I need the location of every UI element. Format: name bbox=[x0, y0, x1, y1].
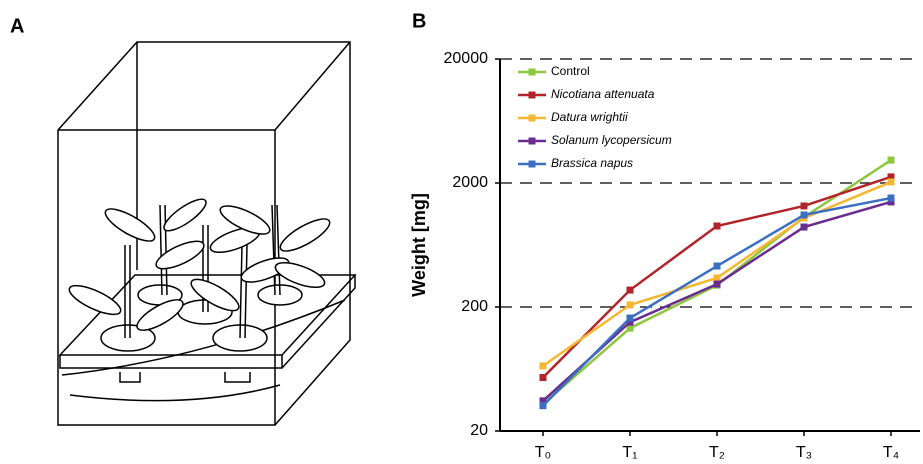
point bbox=[887, 156, 895, 164]
legend-label: Control bbox=[551, 64, 590, 78]
x-tick-label: T₀ bbox=[535, 444, 551, 461]
point bbox=[887, 173, 895, 181]
point bbox=[887, 178, 895, 186]
point bbox=[626, 286, 634, 294]
point bbox=[713, 280, 721, 288]
point bbox=[539, 397, 547, 405]
series-line bbox=[542, 200, 892, 402]
y-tick-label: 200 bbox=[461, 298, 488, 315]
legend-marker bbox=[528, 68, 536, 76]
legend-marker bbox=[528, 160, 536, 168]
cage-drawing bbox=[57, 41, 357, 426]
y-tick-label: 20000 bbox=[444, 50, 489, 67]
point bbox=[626, 318, 634, 326]
point bbox=[800, 202, 808, 210]
point bbox=[626, 324, 634, 332]
point bbox=[800, 223, 808, 231]
x-tick-label: T₃ bbox=[796, 444, 812, 461]
x-tick-label: T₁ bbox=[622, 444, 637, 461]
panel-label: A bbox=[10, 15, 24, 37]
point bbox=[887, 198, 895, 206]
point bbox=[539, 374, 547, 382]
legend-marker bbox=[528, 137, 536, 145]
point bbox=[626, 301, 634, 309]
point bbox=[887, 194, 895, 202]
legend-label: Solanum lycopersicum bbox=[551, 133, 672, 147]
point bbox=[713, 274, 721, 282]
point bbox=[800, 211, 808, 219]
y-tick-label: 2000 bbox=[452, 174, 488, 191]
point bbox=[539, 402, 547, 410]
legend-label: Nicotiana attenuata bbox=[551, 87, 655, 101]
point bbox=[539, 362, 547, 370]
point bbox=[713, 222, 721, 230]
series-line bbox=[542, 180, 892, 367]
y-axis-label: Weight [mg] bbox=[409, 193, 429, 297]
legend-marker bbox=[528, 114, 536, 122]
y-tick-label: 20 bbox=[470, 422, 488, 439]
legend-marker bbox=[528, 91, 536, 99]
legend-label: Datura wrightii bbox=[551, 110, 628, 124]
x-tick-label: T₂ bbox=[709, 444, 725, 461]
panel-label: B bbox=[412, 10, 426, 32]
point bbox=[713, 262, 721, 270]
x-tick-label: T₄ bbox=[883, 444, 899, 461]
legend-label: Brassica napus bbox=[551, 156, 633, 170]
point bbox=[626, 314, 634, 322]
